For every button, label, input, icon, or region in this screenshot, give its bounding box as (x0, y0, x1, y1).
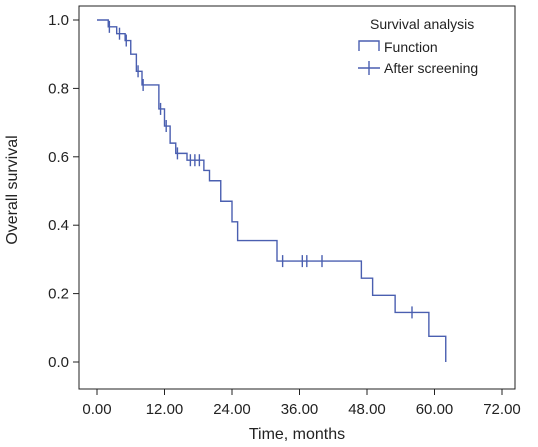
x-tick-label: 36.00 (281, 401, 319, 418)
x-axis-label: Time, months (249, 426, 345, 443)
survival-step-curve (97, 19, 447, 362)
plot-frame (78, 5, 516, 390)
axis-ticks: 0.00 12.00 24.00 36.00 48.00 60.00 72.00 0.0 0.2… (48, 12, 521, 418)
x-tick-label: 24.00 (213, 401, 251, 418)
x-tick-label: 0.00 (82, 401, 111, 418)
x-tick-label: 48.00 (348, 401, 386, 418)
y-tick-label: 0.6 (48, 149, 69, 166)
y-tick-label: 0.8 (48, 80, 69, 97)
y-tick-label: 0.2 (48, 286, 69, 303)
x-tick-label: 60.00 (416, 401, 454, 418)
legend-entry-after-screening: After screening (384, 60, 478, 76)
x-tick-label: 12.00 (146, 401, 184, 418)
legend: Survival analysis Function After screeni… (358, 16, 478, 76)
legend-plus-icon (358, 61, 380, 75)
legend-title: Survival analysis (370, 16, 474, 32)
legend-step-icon (358, 40, 380, 51)
y-tick-label: 1.0 (48, 12, 69, 29)
y-axis-label: Overall survival (4, 135, 21, 244)
x-tick-label: 72.00 (483, 401, 521, 418)
legend-entry-function: Function (384, 39, 438, 55)
y-tick-label: 0.4 (48, 217, 69, 234)
censor-marks (108, 20, 413, 319)
y-tick-label: 0.0 (48, 354, 69, 371)
